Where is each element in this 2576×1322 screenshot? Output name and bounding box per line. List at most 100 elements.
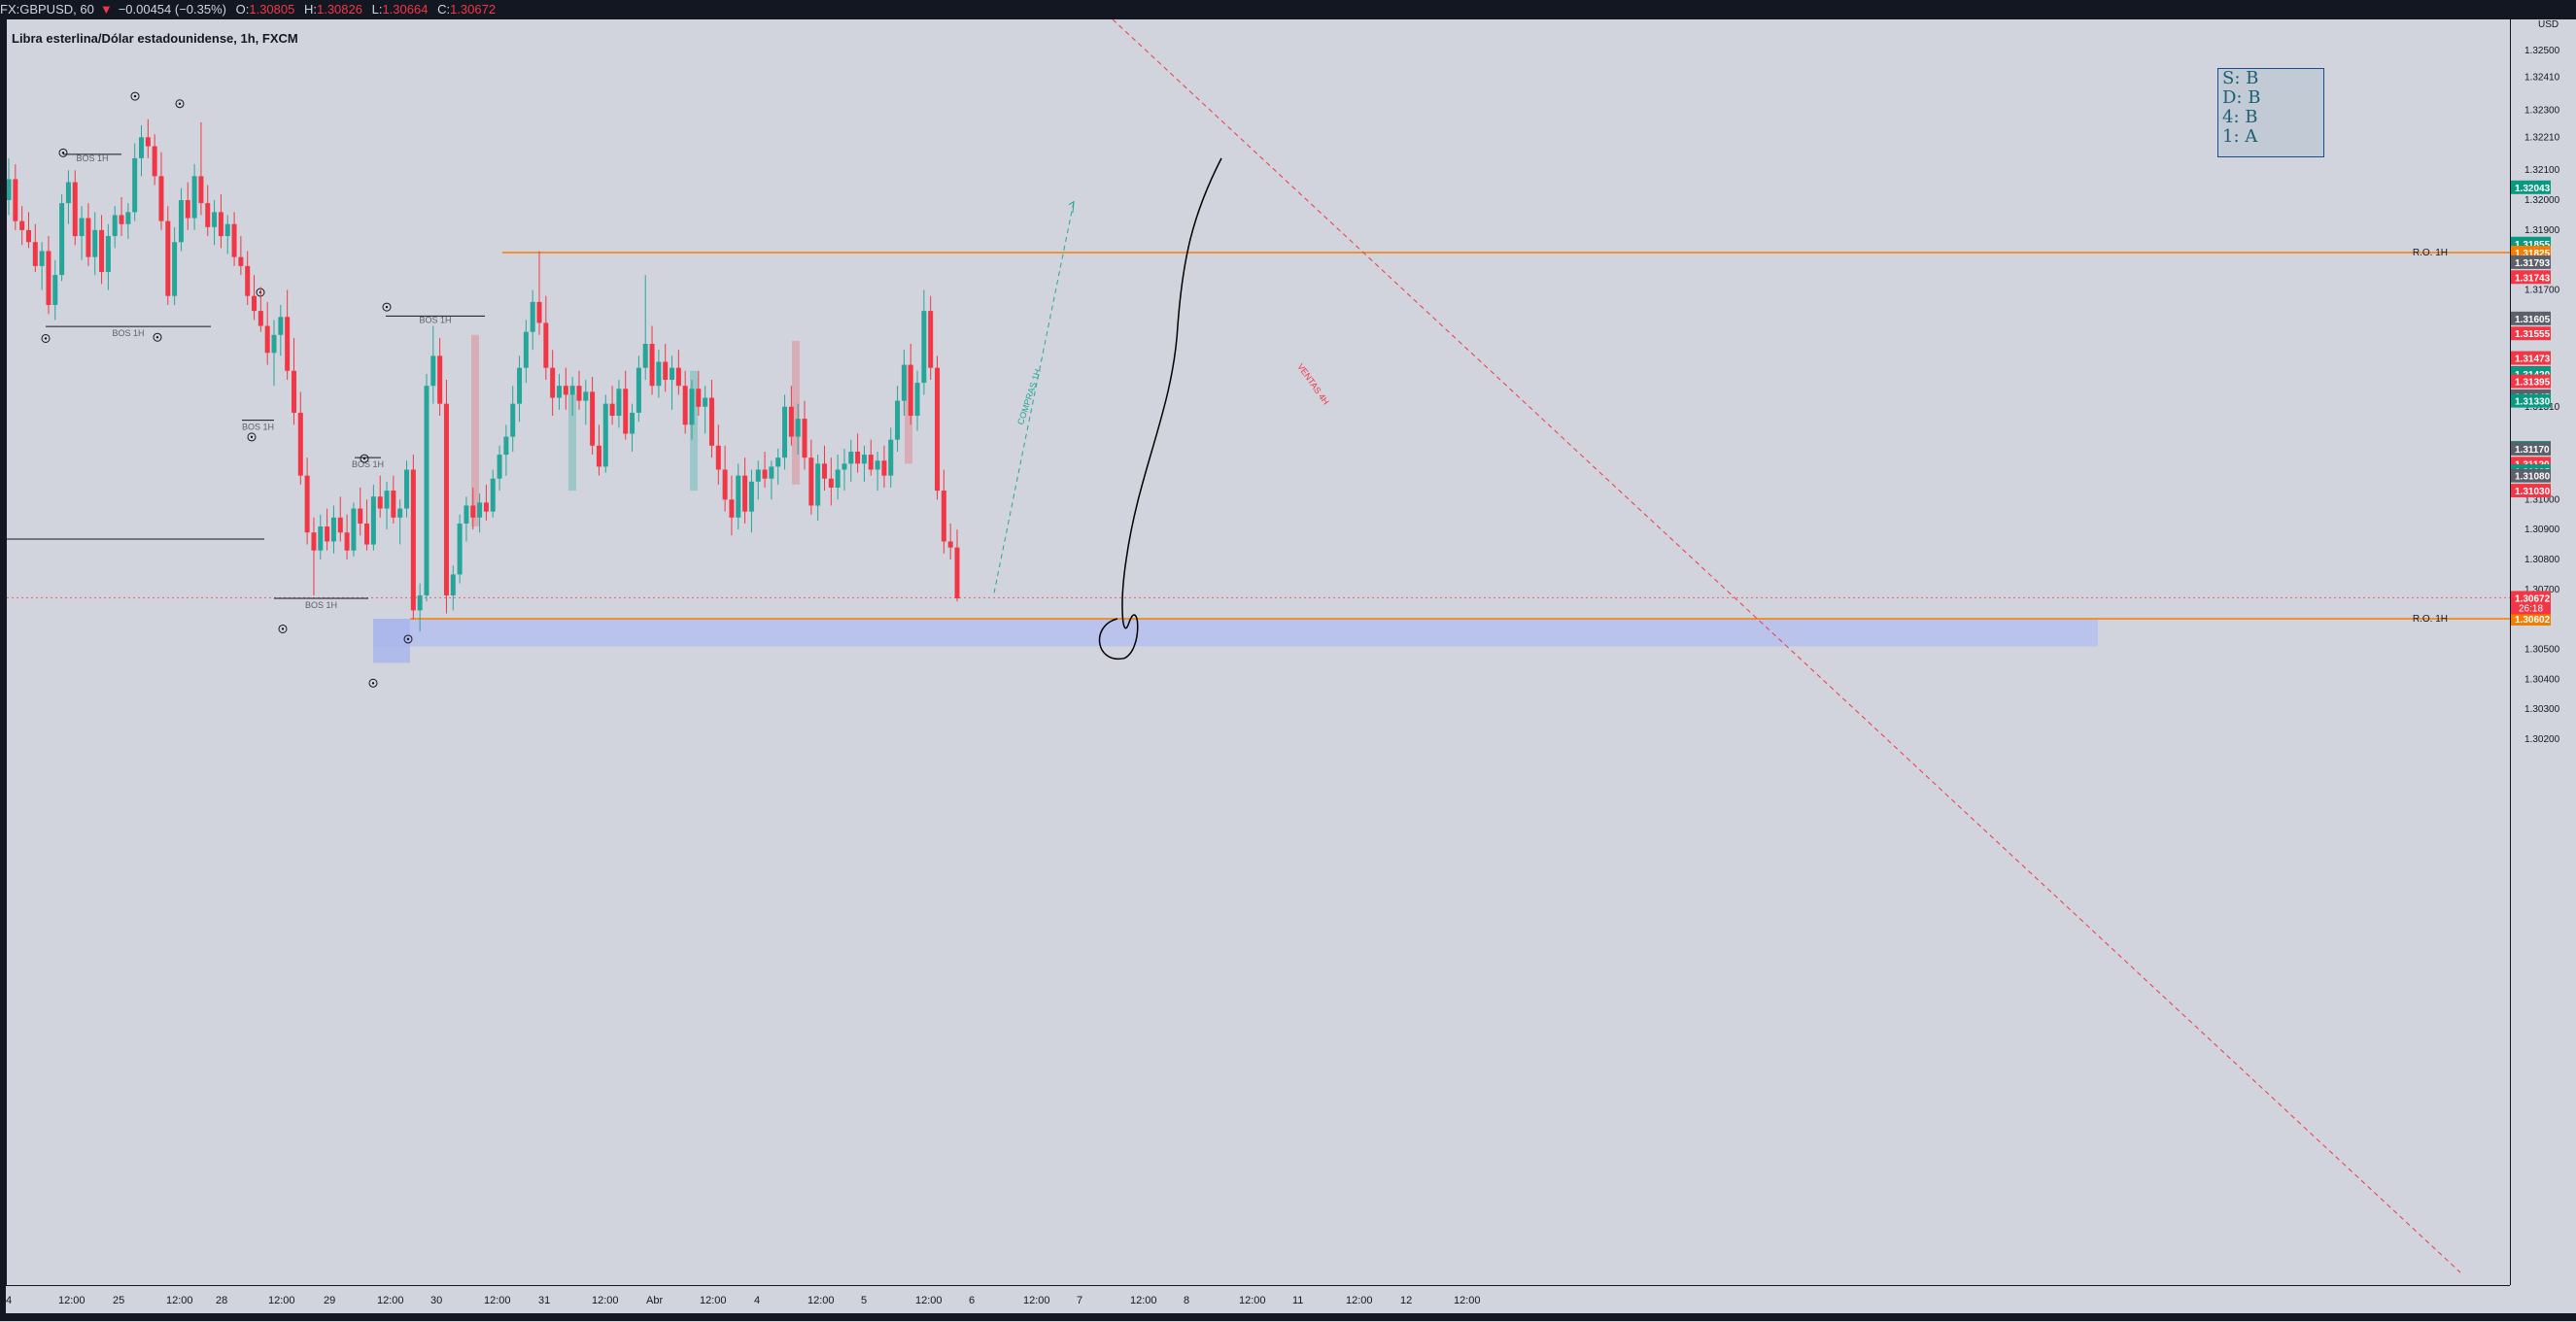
price-badge-label: 1.31473 — [2515, 355, 2551, 365]
candle-body — [158, 176, 164, 221]
candle-body — [583, 391, 589, 401]
highlight-box — [471, 334, 479, 527]
x-tick-label: 28 — [216, 1295, 227, 1306]
candle-body — [271, 334, 277, 354]
candle-body — [139, 137, 145, 158]
low-value: 1.30664 — [382, 2, 429, 17]
candle-body — [370, 496, 376, 545]
candle-body — [325, 526, 330, 542]
candle-body — [337, 517, 343, 533]
bos-label: BOS 1H — [352, 459, 384, 469]
bias-infobox[interactable]: S: B D: B 4: B 1: A — [2217, 68, 2324, 157]
candle-body — [682, 386, 688, 425]
x-tick-label: 11 — [1292, 1295, 1303, 1306]
candle-body — [397, 508, 403, 518]
candle-body — [464, 505, 469, 524]
symbol-name[interactable]: FX:GBPUSD, 60 — [0, 2, 94, 17]
candle-body — [132, 157, 138, 213]
highlight-box — [568, 394, 576, 492]
candle-body — [649, 344, 655, 387]
candle-body — [264, 325, 270, 354]
candle-body — [569, 386, 575, 395]
x-tick-label: 12:00 — [807, 1295, 835, 1306]
price-badge-label: 1.31855 — [2515, 240, 2551, 251]
x-tick-label: 8 — [1184, 1295, 1189, 1306]
candle-body — [384, 491, 390, 509]
x-tick-label: 12:00 — [484, 1295, 511, 1306]
candle-body — [92, 229, 98, 257]
y-tick-label: 1.30900 — [2524, 525, 2560, 535]
candle-body — [218, 212, 223, 237]
candle-body — [119, 215, 124, 224]
candle-body — [623, 389, 629, 434]
price-badge-label: 1.31793 — [2515, 258, 2551, 269]
x-tick-label: 25 — [113, 1295, 124, 1306]
candle-body — [576, 386, 582, 401]
candle-body — [670, 367, 675, 381]
y-tick-label: 1.32500 — [2524, 46, 2560, 56]
x-tick-label: 7 — [1077, 1295, 1082, 1306]
x-tick-label: 12:00 — [700, 1295, 727, 1306]
candle-body — [311, 532, 317, 551]
price-change: −0.00454 (−0.35%) — [118, 2, 226, 17]
candle-body — [848, 451, 854, 464]
candle-body — [86, 218, 91, 257]
price-badge — [2511, 393, 2551, 408]
candle-body — [596, 445, 601, 467]
candle-body — [775, 458, 781, 467]
candle-body — [304, 475, 310, 533]
candle-body — [722, 469, 728, 500]
candle-body — [616, 389, 622, 417]
chart-svg[interactable]: R.O. 1H R.O. 1H BOS 1H BOS 1H BOS 1H BOS 1H BO… — [7, 19, 2511, 1285]
candle-body — [868, 455, 874, 470]
chart-plot-area[interactable]: R.O. 1H R.O. 1H BOS 1H BOS 1H BOS 1H BOS 1H BO… — [6, 19, 2511, 1285]
price-badge — [2511, 270, 2551, 285]
candle-body — [715, 445, 721, 470]
swing-marker-icon — [247, 432, 257, 442]
candle-body — [841, 463, 847, 470]
candle-body — [954, 547, 960, 599]
y-tick-label: 1.32300 — [2524, 106, 2560, 117]
candle-body — [947, 541, 953, 548]
symbol-header: FX:GBPUSD, 60 ▼ −0.00454 (−0.35%) O:1.3080… — [0, 0, 2576, 19]
down-arrow-icon: ▼ — [99, 2, 113, 17]
candle-body — [656, 361, 662, 387]
price-badge — [2511, 351, 2551, 365]
chart-title: Libra esterlina/Dólar estadounidense, 1h… — [12, 31, 298, 46]
x-tick-label: 6 — [969, 1295, 975, 1306]
candle-body — [65, 182, 71, 204]
x-tick-label: 12:00 — [1023, 1295, 1050, 1306]
highlight-box — [792, 340, 800, 485]
close-label: C: — [437, 2, 451, 17]
low-label: L: — [371, 2, 383, 17]
candle-body — [503, 436, 509, 456]
candle-body — [125, 212, 131, 224]
candle-body — [59, 203, 65, 276]
candle-body — [855, 451, 861, 464]
y-tick-label: 1.30400 — [2524, 674, 2560, 685]
buy-arrowhead-icon — [1068, 200, 1075, 214]
price-badge-label: 1.32043 — [2515, 184, 2551, 194]
candle-body — [351, 508, 357, 551]
candle-body — [112, 215, 118, 237]
candle-body — [510, 403, 516, 437]
demand-zone-origin — [373, 619, 410, 663]
bos-label: BOS 1H — [419, 315, 451, 324]
price-axis-svg[interactable]: USD 1.32500 1.32410 1.32300 1.32210 1.32100 1.… — [2511, 19, 2576, 1285]
price-badge — [2511, 591, 2551, 605]
candle-body — [808, 458, 814, 506]
swing-marker-dot — [61, 152, 65, 154]
candle-body — [703, 397, 708, 407]
swing-marker-dot — [406, 637, 410, 641]
close-value: 1.30672 — [450, 2, 497, 17]
swing-marker-icon — [382, 302, 392, 312]
swing-marker-dot — [281, 627, 285, 630]
bos-label: BOS 1H — [242, 423, 274, 432]
price-axis[interactable]: USD 1.32500 1.32410 1.32300 1.32210 1.32100 1.… — [2510, 19, 2576, 1285]
candle-body — [556, 386, 562, 398]
time-axis-svg[interactable]: 4 12:00 25 12:00 28 12:00 29 12:00 30 12:00 31 12:0… — [6, 1286, 2510, 1322]
candle-body — [782, 406, 788, 458]
price-badge — [2511, 326, 2551, 341]
candle-body — [543, 322, 549, 368]
candle-body — [630, 412, 635, 434]
